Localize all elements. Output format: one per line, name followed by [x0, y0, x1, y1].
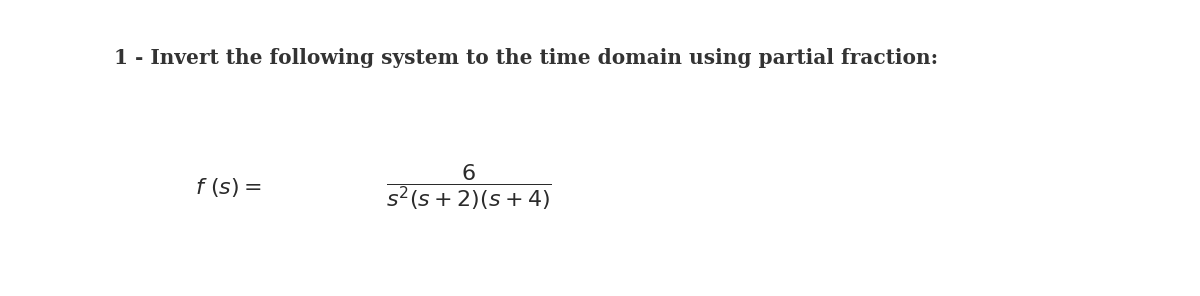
- Text: $f\ (s) =$: $f\ (s) =$: [196, 176, 262, 199]
- Text: 1 - Invert the following system to the time domain using partial fraction:: 1 - Invert the following system to the t…: [114, 48, 938, 68]
- Text: $\dfrac{6}{s^2(s+2)(s+4)}$: $\dfrac{6}{s^2(s+2)(s+4)}$: [386, 163, 552, 212]
